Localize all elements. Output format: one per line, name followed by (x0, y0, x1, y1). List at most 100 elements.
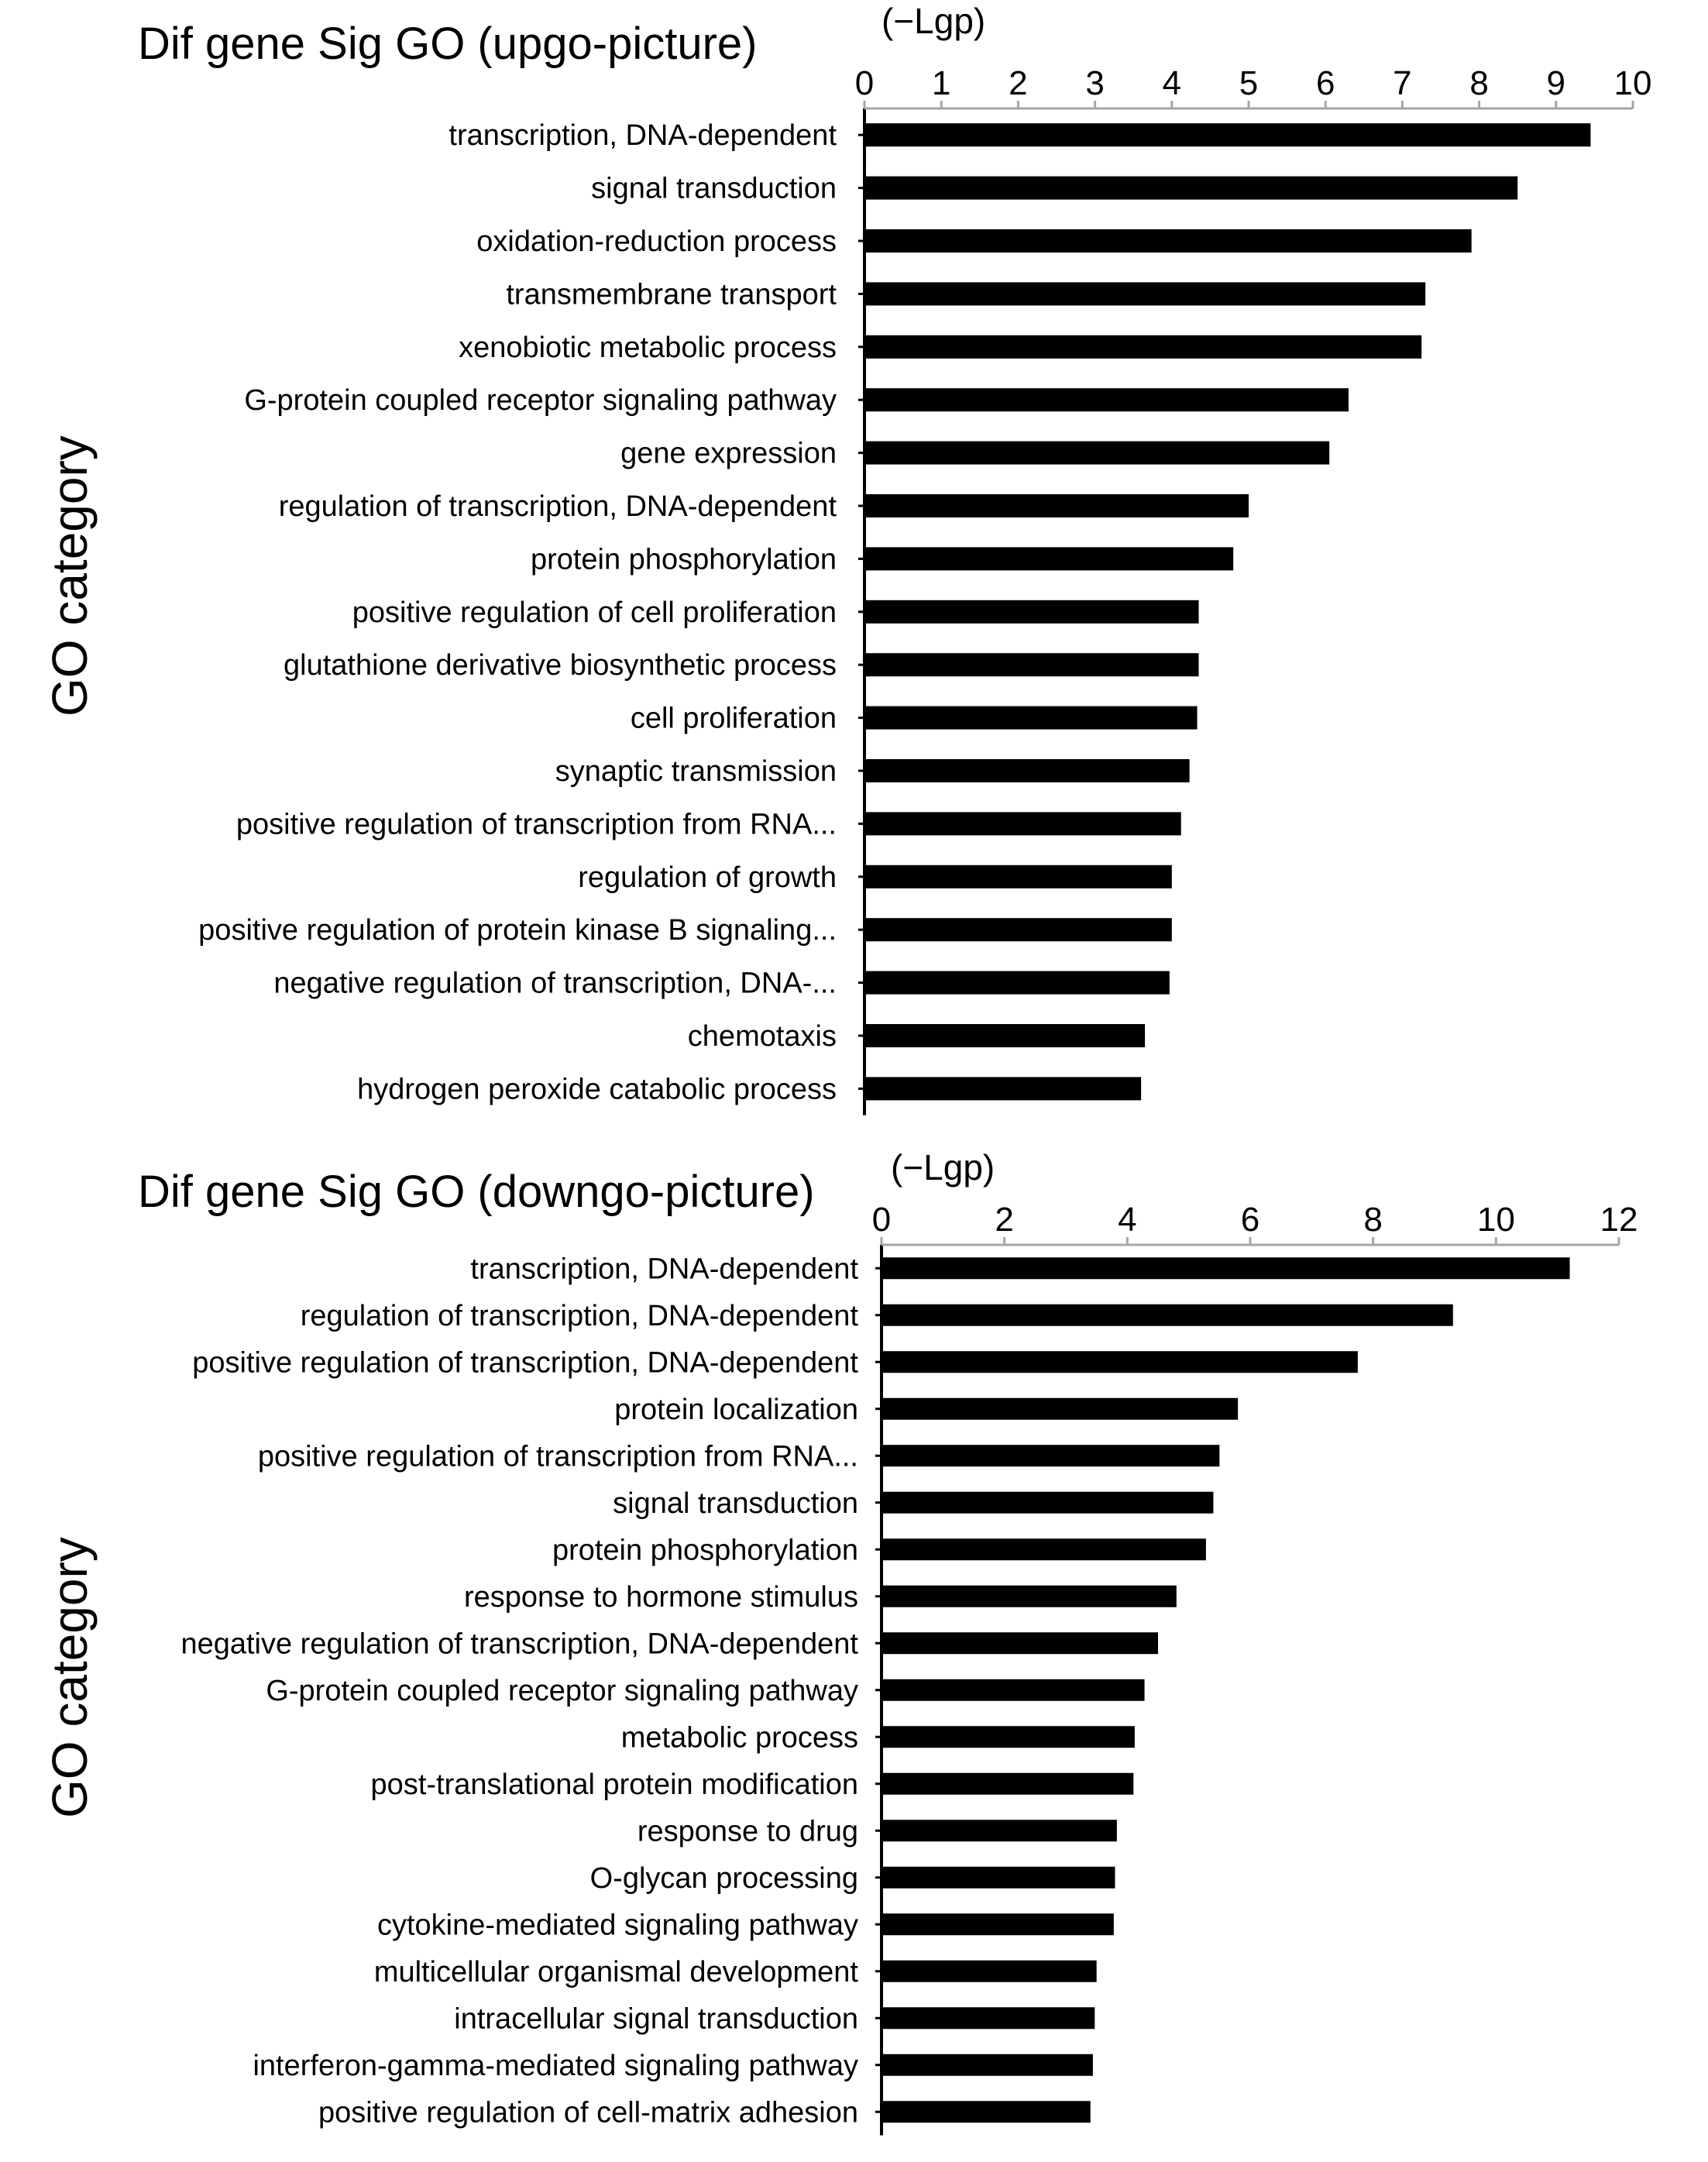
category-label: positive regulation of transcription fro… (236, 808, 837, 840)
category-label: signal transduction (591, 173, 837, 205)
bar (881, 1726, 1135, 1748)
category-label: interferon-gamma-mediated signaling path… (253, 2050, 858, 2082)
category-label: synaptic transmission (555, 755, 837, 788)
x-tick-label: 1 (932, 64, 950, 102)
bar (864, 653, 1199, 677)
category-label: protein localization (614, 1394, 858, 1426)
category-label: metabolic process (621, 1721, 858, 1754)
category-label: signal transduction (613, 1487, 858, 1520)
x-tick-label: 2 (995, 1201, 1013, 1239)
category-label: multicellular organismal development (374, 1956, 859, 1988)
category-label: O-glycan processing (590, 1862, 858, 1895)
category-label: xenobiotic metabolic process (459, 332, 837, 364)
bar (881, 1632, 1158, 1655)
bar (881, 1820, 1117, 1842)
x-tick-label: 3 (1085, 64, 1104, 102)
category-label: G-protein coupled receptor signaling pat… (244, 384, 837, 417)
category-label: regulation of transcription, DNA-depende… (301, 1300, 859, 1332)
category-label: positive regulation of transcription, DN… (192, 1346, 858, 1379)
bar (864, 388, 1349, 412)
bar (864, 759, 1190, 782)
category-label: transmembrane transport (506, 278, 837, 311)
x-tick-label: 10 (1614, 64, 1652, 102)
category-label: negative regulation of transcription, DN… (273, 968, 837, 1000)
bar (864, 600, 1199, 624)
bar (864, 441, 1330, 465)
x-axis-unit-label: (−Lgp) (891, 1147, 995, 1188)
category-label: negative regulation of transcription, DN… (180, 1628, 858, 1660)
bar (864, 282, 1426, 306)
category-label: positive regulation of cell proliferatio… (352, 596, 837, 629)
category-label: transcription, DNA-dependent (470, 1253, 858, 1285)
x-tick-label: 6 (1241, 1201, 1260, 1239)
x-tick-label: 9 (1547, 64, 1565, 102)
category-label: regulation of growth (578, 861, 837, 894)
category-label: post-translational protein modification (371, 1768, 858, 1801)
category-label: protein phosphorylation (531, 543, 837, 576)
bar (864, 547, 1234, 571)
upgo-chart-panel: Dif gene Sig GO (upgo-picture) (−Lgp) GO… (42, 1, 1652, 1115)
bar (864, 176, 1518, 200)
x-tick-label: 8 (1469, 64, 1488, 102)
bar (881, 1772, 1134, 1795)
upgo-bar-chart: 0 1 2 3 4 5 6 7 8 9 10 transcription, DNA-dependent… (198, 64, 1652, 1115)
bar (881, 1679, 1145, 1701)
category-label: gene expression (620, 438, 837, 470)
x-tick-label: 0 (872, 1201, 891, 1239)
bar (864, 123, 1591, 147)
bar (864, 971, 1170, 995)
bar (881, 1397, 1239, 1420)
bar (881, 1538, 1206, 1561)
category-label: intracellular signal transduction (454, 2002, 858, 2035)
category-label: positive regulation of protein kinase B … (198, 914, 837, 947)
x-tick-label: 7 (1393, 64, 1411, 102)
x-tick-label: 0 (855, 64, 874, 102)
chart-title: Dif gene Sig GO (upgo-picture) (138, 19, 758, 69)
bar (881, 1866, 1115, 1889)
category-label: cytokine-mediated signaling pathway (377, 1909, 858, 1941)
x-axis-unit-label: (−Lgp) (881, 1, 986, 41)
x-tick-label: 2 (1009, 64, 1027, 102)
bar (881, 2054, 1093, 2076)
category-label: positive regulation of transcription fro… (258, 1440, 858, 1473)
bar (864, 229, 1472, 253)
x-tick-label: 12 (1600, 1201, 1638, 1239)
bar (881, 1257, 1570, 1280)
category-label: hydrogen peroxide catabolic process (357, 1073, 837, 1105)
category-label: response to drug (637, 1815, 858, 1847)
bar (864, 494, 1249, 517)
bar (864, 335, 1422, 359)
x-tick-label: 8 (1363, 1201, 1382, 1239)
downgo-bar-chart: 0 2 4 6 8 10 12 transcription, DNA-dependent reg… (180, 1201, 1638, 2136)
category-label: transcription, DNA-dependent (448, 119, 837, 152)
category-label: glutathione derivative biosynthetic proc… (284, 649, 837, 682)
category-label: G-protein coupled receptor signaling pat… (266, 1675, 858, 1707)
category-label: cell proliferation (631, 703, 837, 735)
x-tick-label: 4 (1118, 1201, 1136, 1239)
bar (881, 1351, 1358, 1373)
bar (881, 1491, 1214, 1514)
bar (881, 1445, 1220, 1467)
x-tick-label: 5 (1239, 64, 1258, 102)
category-label: regulation of transcription, DNA-depende… (279, 490, 837, 523)
category-label: chemotaxis (688, 1020, 837, 1053)
bar (864, 864, 1172, 889)
bar (881, 1960, 1097, 1982)
bar (881, 2101, 1091, 2123)
bar (864, 1024, 1146, 1047)
category-label: oxidation-reduction process (476, 225, 837, 258)
bar (864, 1077, 1142, 1101)
downgo-chart-panel: Dif gene Sig GO (downgo-picture) (−Lgp) … (0, 1123, 1708, 2162)
bar (864, 812, 1181, 836)
bar (881, 1913, 1114, 1936)
x-tick-label: 6 (1316, 64, 1335, 102)
x-tick-label: 4 (1163, 64, 1181, 102)
category-label: response to hormone stimulus (464, 1581, 858, 1614)
bar (881, 2007, 1095, 2030)
bar (881, 1585, 1177, 1607)
category-label: protein phosphorylation (552, 1534, 858, 1566)
bar (864, 918, 1172, 942)
chart-title: Dif gene Sig GO (downgo-picture) (138, 1167, 815, 1217)
x-tick-label: 10 (1477, 1201, 1515, 1239)
category-label: positive regulation of cell-matrix adhes… (318, 2096, 858, 2129)
